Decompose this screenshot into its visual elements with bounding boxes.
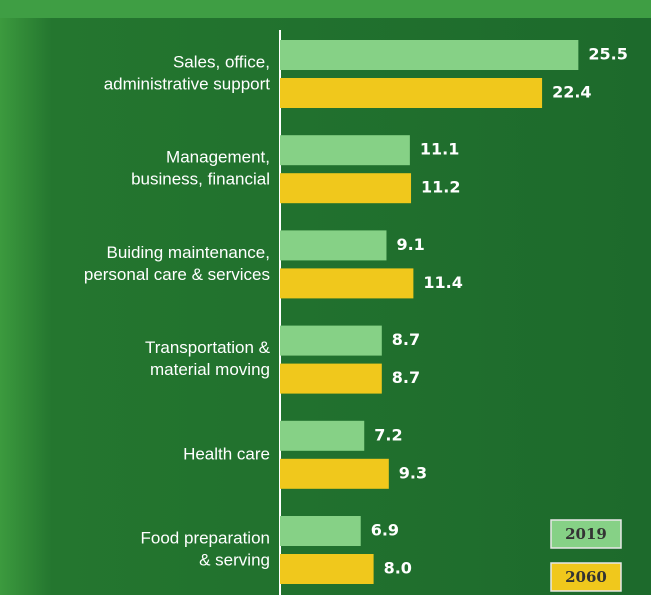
- bar: [280, 40, 579, 70]
- value-label: 9.1: [396, 235, 424, 254]
- bar: [280, 268, 414, 299]
- legend-label: 2019: [565, 525, 607, 543]
- bar: [280, 516, 361, 546]
- category-label: personal care & services: [84, 265, 270, 284]
- value-label: 11.2: [421, 178, 460, 197]
- bar: [280, 135, 410, 166]
- category-label: & serving: [199, 550, 270, 569]
- value-label: 8.7: [392, 330, 420, 349]
- value-label: 8.0: [384, 559, 412, 578]
- value-label: 22.4: [552, 83, 591, 102]
- legend-swatch: [550, 562, 622, 592]
- category-label: Food preparation: [141, 528, 270, 547]
- bar: [280, 420, 365, 451]
- bar: [280, 325, 382, 356]
- value-label: 6.9: [371, 521, 399, 540]
- bar: [280, 458, 389, 489]
- category-label: business, financial: [131, 170, 270, 189]
- bar: [280, 78, 543, 108]
- bar: [280, 230, 387, 261]
- top-strip: [0, 0, 651, 18]
- bar: [280, 173, 412, 204]
- value-label: 8.7: [392, 368, 420, 387]
- legend-swatch: [550, 519, 622, 549]
- value-label: 25.5: [588, 45, 627, 64]
- value-label: 11.4: [423, 273, 462, 292]
- category-label: material moving: [150, 360, 270, 379]
- value-label: 7.2: [374, 425, 402, 444]
- bar: [280, 363, 382, 394]
- bar: [280, 554, 374, 584]
- legend-label: 2060: [565, 568, 607, 586]
- category-label: Buiding maintenance,: [106, 243, 270, 262]
- value-label: 11.1: [420, 140, 459, 159]
- category-label: administrative support: [104, 74, 271, 93]
- value-label: 9.3: [399, 463, 427, 482]
- category-label: Sales, office,: [173, 52, 270, 71]
- category-label: Management,: [166, 148, 270, 167]
- category-label: Health care: [183, 444, 270, 463]
- category-label: Transportation &: [145, 338, 271, 357]
